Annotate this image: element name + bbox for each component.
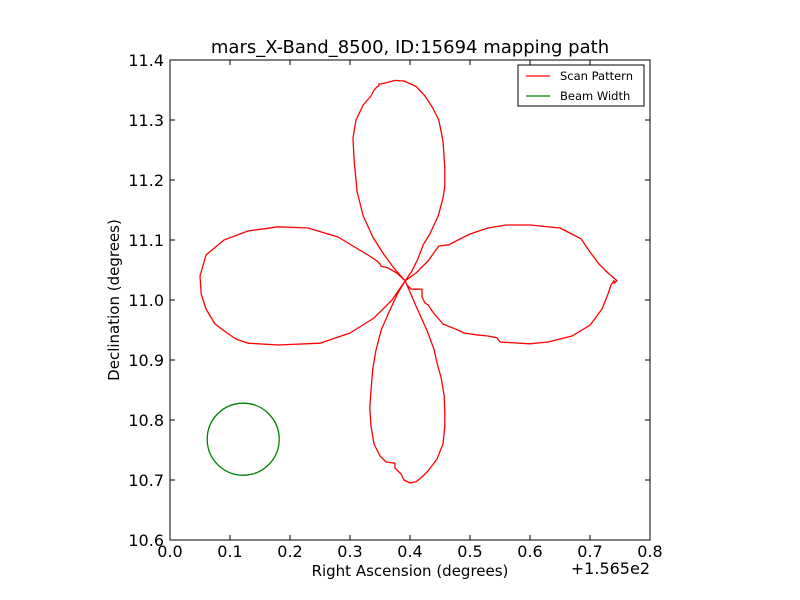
x-tick-labels: 0.0 0.1 0.2 0.3 0.4 0.5 0.6 0.7 0.8: [157, 542, 662, 561]
y-tick-label: 11.3: [128, 111, 164, 130]
x-tick-label: 0.2: [277, 542, 302, 561]
series-circle-beam-width: [206, 402, 280, 476]
x-tick-label: 0.7: [577, 542, 602, 561]
chart-title: mars_X-Band_8500, ID:15694 mapping path: [211, 37, 609, 58]
y-tick-label: 10.9: [128, 351, 164, 370]
x-offset-label: +1.565e2: [571, 559, 650, 578]
legend-frame: [517, 64, 645, 107]
y-tick-label: 11.2: [128, 171, 164, 190]
y-tick-label: 10.6: [128, 531, 164, 550]
series-line-scan-pattern: [199, 79, 618, 484]
x-tick-label: 0.5: [457, 542, 482, 561]
y-axis-label: Declination (degrees): [105, 219, 123, 381]
data-layer: [199, 79, 618, 484]
x-tick-label: 0.8: [637, 542, 662, 561]
y-tick-label: 11.4: [128, 51, 164, 70]
axis-ticks: [169, 59, 651, 541]
x-tick-label: 0.4: [397, 542, 422, 561]
legend-label-beam-width: Beam Width: [560, 89, 630, 103]
y-tick-label: 10.8: [128, 411, 164, 430]
legend-label-scan-pattern: Scan Pattern: [560, 69, 633, 83]
x-tick-label: 0.3: [337, 542, 362, 561]
y-tick-label: 11.0: [128, 291, 164, 310]
x-tick-label: 0.1: [217, 542, 242, 561]
x-tick-label: 0.0: [157, 542, 182, 561]
y-tick-labels: 10.6 10.7 10.8 10.9 11.0 11.1 11.2 11.3 11.4: [128, 51, 164, 550]
x-tick-label: 0.6: [517, 542, 542, 561]
y-tick-label: 11.1: [128, 231, 164, 250]
x-axis-label: Right Ascension (degrees): [312, 562, 509, 580]
legend: Scan Pattern Beam Width: [517, 64, 645, 107]
plot-area: [169, 59, 651, 541]
y-tick-label: 10.7: [128, 471, 164, 490]
